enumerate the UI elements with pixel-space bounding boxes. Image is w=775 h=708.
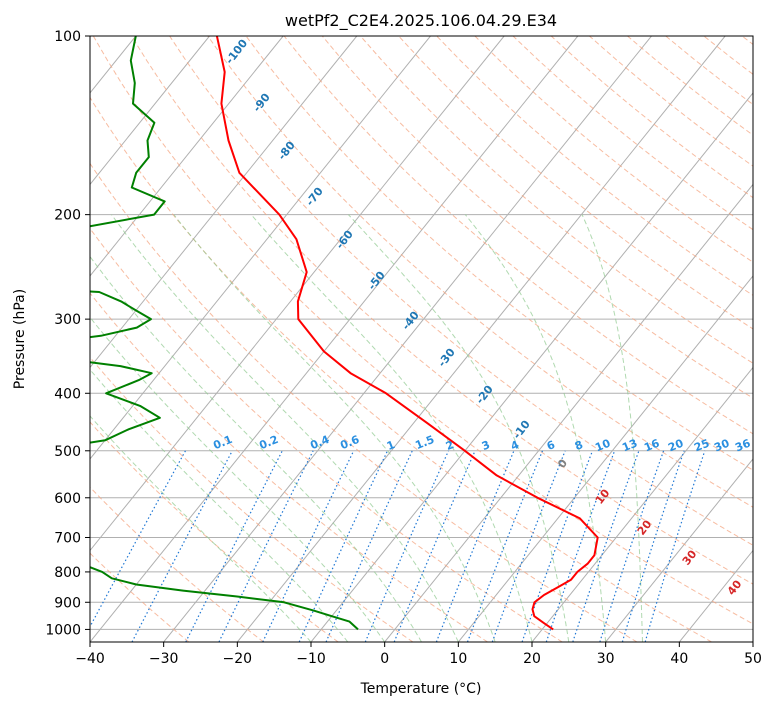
- y-tick-label: 800: [54, 565, 81, 581]
- mixing-ratio-label: 10: [593, 437, 612, 455]
- isotherm-line: [605, 458, 753, 642]
- mixing-ratio-label: 1: [385, 438, 397, 453]
- x-axis-label: Temperature (°C): [360, 681, 482, 697]
- mixing-ratio-label: 13: [620, 437, 639, 455]
- isotherm-line: [90, 36, 284, 277]
- isotherm-line: [90, 36, 358, 369]
- isotherm-line: [90, 36, 505, 552]
- dry-adiabat-line: [90, 421, 339, 642]
- y-tick-label: 100: [54, 29, 81, 45]
- mixing-ratio-label: 36: [733, 437, 752, 455]
- mixing-ratio-line: [185, 450, 283, 642]
- mixing-ratio-label: 8: [573, 438, 585, 453]
- mixing-ratio-label: 16: [642, 437, 661, 455]
- mixing-ratio-label: 3: [480, 438, 492, 453]
- y-axis-label: Pressure (hPa): [12, 289, 28, 389]
- mixing-ratio-line: [393, 450, 476, 642]
- mixing-ratio-label: 2: [444, 438, 456, 453]
- x-tick-label: 40: [670, 651, 688, 667]
- dry-adiabat-line: [90, 292, 488, 642]
- mixing-ratio-line: [435, 450, 515, 642]
- y-tick-label: 900: [54, 595, 81, 611]
- dry-adiabat-line: [169, 36, 753, 546]
- y-tick-label: 300: [54, 312, 81, 328]
- mixing-ratio-line: [599, 450, 665, 642]
- isotherm-line: [236, 36, 726, 642]
- dry-adiabat-line: [90, 486, 264, 642]
- moist-adiabat-line: [111, 214, 459, 642]
- reference-line-labels: -100-90-80-70-60-50-40-30-20-10010203040…: [211, 37, 752, 598]
- x-tick-label: −40: [75, 651, 105, 667]
- moist-adiabat-line: [90, 316, 386, 642]
- chart-title: wetPf2_C2E4.2025.106.04.29.E34: [285, 11, 557, 31]
- x-tick-label: 20: [523, 651, 541, 667]
- mixing-ratio-line: [218, 450, 314, 642]
- moist-adiabat-line: [250, 214, 533, 642]
- dry-adiabat-line: [360, 36, 753, 364]
- x-tick-label: 30: [597, 651, 615, 667]
- dewpoint-profile-line: [90, 36, 359, 631]
- isotherm-line: [457, 275, 753, 642]
- mixing-ratio-line: [131, 450, 233, 642]
- mixing-ratio-line: [521, 450, 594, 642]
- mixing-ratio-line: [545, 450, 616, 642]
- x-tick-label: −10: [296, 651, 326, 667]
- y-tick-label: 500: [54, 444, 81, 460]
- mixing-ratio-line: [644, 450, 706, 642]
- moist-adiabat-line: [90, 415, 312, 642]
- isotherm-line: [531, 366, 753, 642]
- x-tick-label: 0: [380, 651, 389, 667]
- dry-adiabat-line: [90, 96, 712, 642]
- dry-adiabat-line: [92, 36, 753, 625]
- mixing-ratio-line: [621, 450, 685, 642]
- mixing-ratio-line: [364, 450, 450, 642]
- mixing-ratio-line: [466, 450, 544, 642]
- dry-adiabat-line: [131, 36, 753, 585]
- axis-ticks: −40 −30 −20 −10 0 10 20 30 40 50 100 200 300 400 500 60…: [45, 29, 762, 667]
- y-tick-label: 1000: [45, 622, 81, 638]
- moist-adiabat-line: [173, 214, 496, 642]
- profile-lines: [90, 36, 599, 631]
- temperature-profile-line: [215, 36, 599, 631]
- isotherm-line: [90, 36, 579, 642]
- dry-adiabat-line: [245, 36, 753, 471]
- moist-adiabat-line: [90, 255, 422, 642]
- mixing-ratio-label: 25: [692, 437, 711, 455]
- moist-adiabat-line: [581, 214, 643, 642]
- mixing-ratio-line: [491, 450, 566, 642]
- moist-adiabat-line: [348, 214, 570, 642]
- dry-adiabat-line: [90, 356, 414, 642]
- dry-adiabat-line: [207, 36, 753, 508]
- isotherm-line: [90, 36, 431, 460]
- y-tick-label: 200: [54, 208, 81, 224]
- plot-frame: [89, 35, 754, 643]
- y-tick-label: 600: [54, 491, 81, 507]
- x-tick-label: −20: [223, 651, 253, 667]
- mixing-ratio-line: [90, 450, 187, 628]
- x-tick-label: 10: [449, 651, 467, 667]
- mixing-ratio-line: [572, 450, 640, 642]
- y-tick-label: 400: [54, 386, 81, 402]
- dry-adiabat-line: [90, 162, 638, 642]
- dry-adiabat-line: [90, 552, 190, 642]
- isotherm-line: [384, 183, 753, 642]
- x-tick-label: 50: [744, 651, 762, 667]
- isotherm-line: [163, 36, 652, 642]
- dry-adiabat-line: [398, 36, 753, 330]
- isotherm-line: [90, 36, 210, 186]
- x-tick-label: −30: [149, 651, 179, 667]
- y-tick-label: 700: [54, 531, 81, 547]
- mixing-ratio-label: 30: [712, 437, 731, 455]
- mixing-ratio-label: 20: [666, 437, 685, 455]
- reference-lines: [90, 36, 753, 642]
